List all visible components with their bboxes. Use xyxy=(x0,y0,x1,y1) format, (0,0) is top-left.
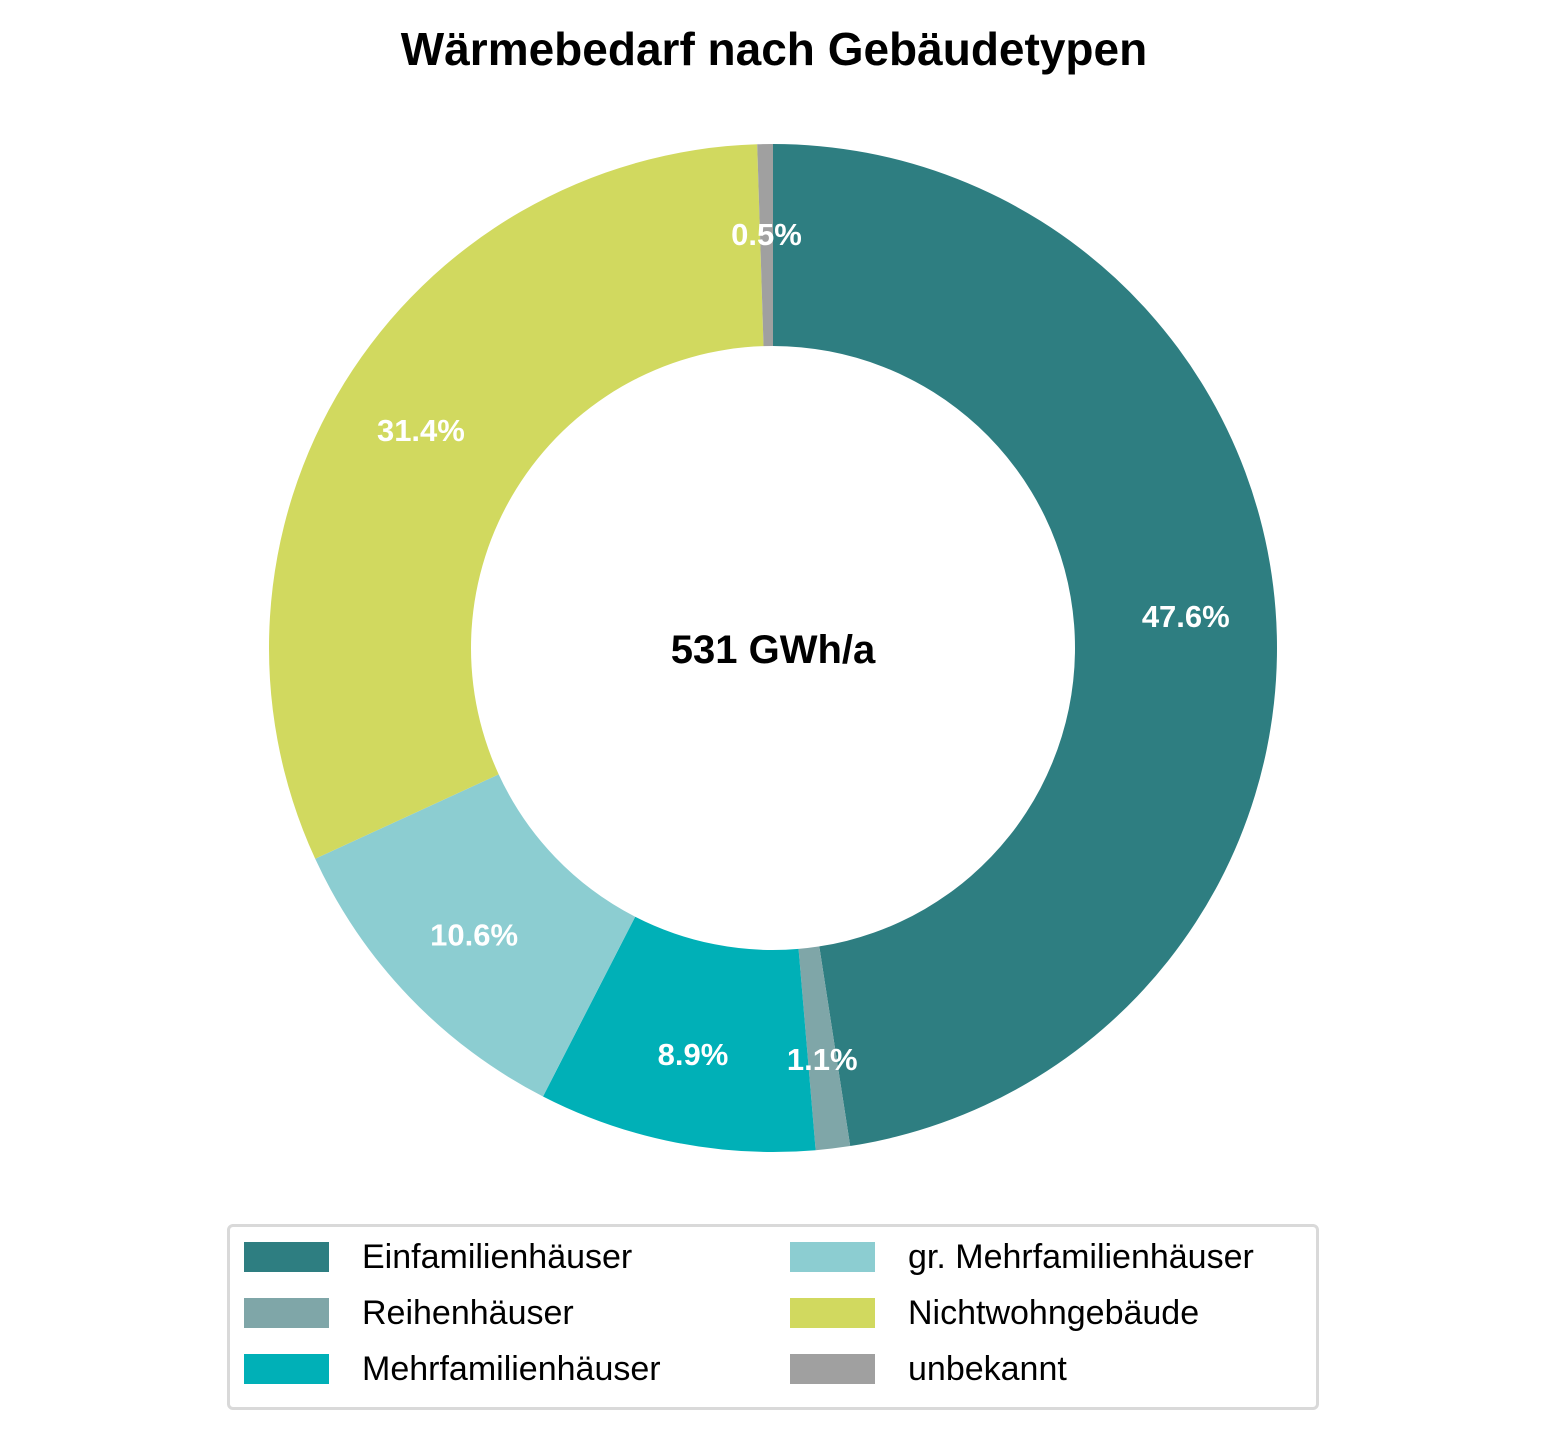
slices-group xyxy=(268,144,1278,1152)
legend-label: Einfamilienhäuser xyxy=(362,1237,633,1276)
legend-swatch xyxy=(244,1242,329,1272)
slice-unbekannt xyxy=(757,144,773,347)
center-total-label: 531 GWh/a xyxy=(671,628,876,672)
legend-item: Einfamilienhäuser xyxy=(244,1237,632,1277)
slice-label-1: 1.1% xyxy=(787,1042,858,1077)
slice-label-5: 0.5% xyxy=(731,217,802,252)
slice-labels-group: 47.6% 1.1% 8.9% 10.6% 31.4% 0.5% xyxy=(377,217,1230,1077)
legend-item: gr. Mehrfamilienhäuser xyxy=(790,1237,1254,1277)
legend: Einfamilienhäuser Reihenhäuser Mehrfamilie… xyxy=(227,1224,1319,1410)
chart-title: Wärmebedarf nach Gebäudetypen xyxy=(400,23,1148,75)
slice-label-4: 31.4% xyxy=(377,413,465,448)
legend-swatch xyxy=(790,1298,875,1328)
donut-chart: 47.6% 1.1% 8.9% 10.6% 31.4% 0.5% 531 GWh/a xyxy=(268,144,1278,1152)
slice-label-0: 47.6% xyxy=(1142,599,1230,634)
legend-label: unbekannt xyxy=(908,1349,1067,1388)
legend-swatch xyxy=(790,1242,875,1272)
legend-item: Nichtwohngebäude xyxy=(790,1293,1199,1333)
legend-label: Mehrfamilienhäuser xyxy=(362,1349,661,1388)
legend-swatch xyxy=(244,1298,329,1328)
slice-nichtwohngebäude xyxy=(268,144,764,859)
slice-mehrfamilienhäuser xyxy=(542,916,816,1152)
legend-label: Reihenhäuser xyxy=(362,1293,574,1332)
legend-item: unbekannt xyxy=(790,1349,1067,1389)
slice-reihenhäuser xyxy=(798,946,851,1151)
slice-label-2: 8.9% xyxy=(658,1037,729,1072)
legend-swatch xyxy=(790,1354,875,1384)
slice-gr-mehrfamilienhäuser xyxy=(315,774,636,1097)
legend-item: Mehrfamilienhäuser xyxy=(244,1349,661,1389)
slice-einfamilienhäuser xyxy=(773,144,1278,1147)
legend-label: gr. Mehrfamilienhäuser xyxy=(908,1237,1254,1276)
legend-item: Reihenhäuser xyxy=(244,1293,574,1333)
slice-label-3: 10.6% xyxy=(430,917,518,952)
legend-swatch xyxy=(244,1354,329,1384)
legend-label: Nichtwohngebäude xyxy=(908,1293,1200,1332)
